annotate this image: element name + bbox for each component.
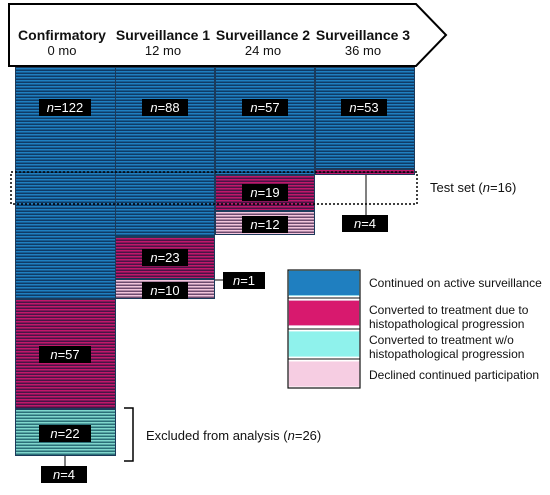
count-value: =4 bbox=[361, 216, 377, 231]
n-symbol: n bbox=[232, 273, 241, 288]
n-symbol: n bbox=[150, 100, 158, 115]
n-symbol: n bbox=[50, 426, 58, 441]
s3-surveillance-block bbox=[315, 67, 415, 169]
n-symbol: n bbox=[353, 216, 362, 231]
count-value: =12 bbox=[257, 217, 280, 232]
n-symbol: n bbox=[287, 428, 295, 443]
test-set-suffix: =16) bbox=[489, 180, 517, 195]
count-value: =22 bbox=[57, 426, 80, 441]
legend-label-treatment-no-progression: Converted to treatment w/o histopatholog… bbox=[369, 333, 525, 361]
timeline-arrow bbox=[8, 3, 448, 67]
count-s1-progression: n=23 bbox=[142, 249, 188, 266]
n-symbol: n bbox=[46, 100, 54, 115]
n-symbol: n bbox=[250, 100, 258, 115]
count-s2-surveillance: n=57 bbox=[242, 99, 288, 116]
legend-swatch-declined bbox=[288, 361, 360, 387]
header-time: 24 mo bbox=[244, 43, 282, 58]
count-confirmatory-treatment-no-progression: n=22 bbox=[39, 425, 91, 442]
header-name: Surveillance 3 bbox=[315, 27, 411, 43]
count-value: =88 bbox=[157, 100, 180, 115]
legend-label-declined: Declined continued participation bbox=[369, 368, 540, 382]
header-time: 0 mo bbox=[47, 43, 77, 58]
confirmatory-surveillance-block bbox=[15, 67, 116, 299]
s2-surveillance-block bbox=[215, 67, 315, 175]
count-s2-declined: n=12 bbox=[242, 216, 288, 233]
n-symbol: n bbox=[250, 217, 258, 232]
header-confirmatory: Confirmatory 0 mo bbox=[14, 27, 110, 58]
count-s1-out: n=1 bbox=[223, 272, 265, 289]
n-symbol: n bbox=[150, 250, 158, 265]
count-s3-surveillance: n=53 bbox=[341, 99, 387, 116]
count-value: =57 bbox=[57, 347, 80, 362]
n-symbol: n bbox=[250, 185, 258, 200]
header-name: Surveillance 2 bbox=[215, 27, 311, 43]
count-value: =122 bbox=[53, 100, 84, 115]
n-symbol: n bbox=[349, 100, 357, 115]
count-confirmatory-surveillance: n=122 bbox=[39, 99, 91, 116]
count-s2-progression: n=19 bbox=[242, 184, 288, 201]
count-value: =53 bbox=[356, 100, 379, 115]
n-symbol: n bbox=[50, 347, 58, 362]
count-value: =57 bbox=[257, 100, 280, 115]
header-time: 12 mo bbox=[144, 43, 182, 58]
header-surveillance-1: Surveillance 1 12 mo bbox=[114, 27, 212, 58]
header-name: Confirmatory bbox=[18, 27, 106, 43]
count-value: =19 bbox=[257, 185, 280, 200]
header-name: Surveillance 1 bbox=[115, 27, 211, 43]
header-time: 36 mo bbox=[344, 43, 382, 58]
count-s1-declined: n=10 bbox=[142, 282, 188, 299]
header-surveillance-3: Surveillance 3 36 mo bbox=[314, 27, 412, 58]
header-surveillance-2: Surveillance 2 24 mo bbox=[214, 27, 312, 58]
s1-surveillance-block bbox=[115, 67, 215, 237]
excluded-suffix: =26) bbox=[294, 428, 322, 443]
count-s3-out: n=4 bbox=[342, 215, 388, 232]
legend-label-surveillance: Continued on active surveillance bbox=[369, 276, 542, 290]
n-symbol: n bbox=[52, 467, 61, 482]
test-set-prefix: Test set ( bbox=[430, 180, 483, 195]
n-symbol: n bbox=[482, 180, 490, 195]
count-value: =1 bbox=[240, 273, 256, 288]
count-confirmatory-out: n=4 bbox=[41, 466, 87, 483]
excluded-prefix: Excluded from analysis ( bbox=[146, 428, 288, 443]
n-symbol: n bbox=[150, 283, 158, 298]
count-confirmatory-progression: n=57 bbox=[39, 346, 91, 363]
excluded-label: Excluded from analysis (n=26) bbox=[146, 428, 321, 443]
test-set-label: Test set (n=16) bbox=[430, 180, 516, 195]
count-value: =10 bbox=[157, 283, 180, 298]
count-value: =4 bbox=[60, 467, 76, 482]
count-s1-surveillance: n=88 bbox=[142, 99, 188, 116]
legend-label-progression: Converted to treatment due to histopatho… bbox=[369, 303, 529, 331]
count-value: =23 bbox=[157, 250, 180, 265]
